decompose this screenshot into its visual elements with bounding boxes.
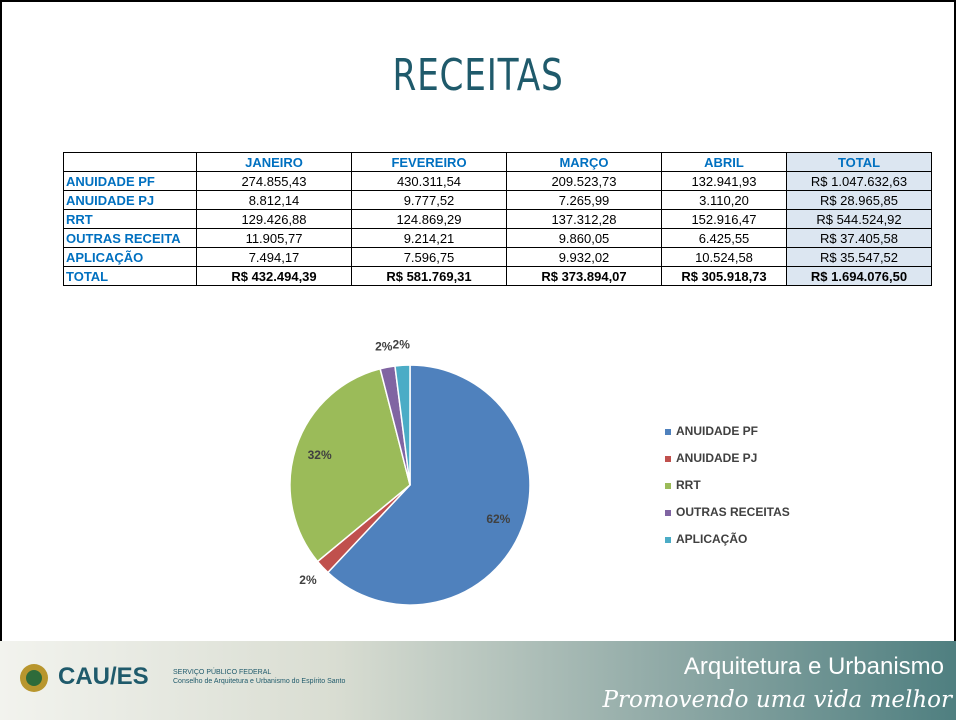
table-cell: 152.916,47 — [661, 209, 787, 229]
table-row: ANUIDADE PJ 8.812,14 9.777,52 7.265,99 3.110… — [63, 190, 932, 210]
data-label: 2% — [299, 573, 317, 587]
table-cell: 3.110,20 — [661, 190, 787, 210]
column-header: TOTAL — [786, 152, 932, 172]
corner-cell — [63, 152, 197, 172]
column-header: JANEIRO — [196, 152, 352, 172]
table-cell: R$ 37.405,58 — [786, 228, 932, 248]
legend-label: ANUIDADE PF — [676, 424, 758, 438]
table-cell: R$ 28.965,85 — [786, 190, 932, 210]
table-cell: R$ 432.494,39 — [196, 266, 352, 286]
table-cell: 7.494,17 — [196, 247, 352, 267]
table-row: APLICAÇÃO 7.494,17 7.596,75 9.932,02 10.524,… — [63, 247, 932, 267]
table-cell: 137.312,28 — [506, 209, 662, 229]
legend-label: RRT — [676, 478, 701, 492]
table-cell: 209.523,73 — [506, 171, 662, 191]
data-label: 2% — [393, 337, 411, 351]
data-label: 62% — [486, 512, 510, 526]
legend-label: OUTRAS RECEITAS — [676, 505, 790, 519]
row-label: ANUIDADE PF — [63, 171, 197, 191]
table-cell: 6.425,55 — [661, 228, 787, 248]
pie-slice — [394, 364, 411, 486]
table-cell: 9.214,21 — [351, 228, 507, 248]
row-label: APLICAÇÃO — [63, 247, 197, 267]
table-cell: 132.941,93 — [661, 171, 787, 191]
legend-label: APLICAÇÃO — [676, 531, 747, 546]
table-cell: 7.596,75 — [351, 247, 507, 267]
data-label: 2% — [375, 340, 393, 354]
legend-swatch — [665, 537, 671, 543]
table-cell: 8.812,14 — [196, 190, 352, 210]
legend-swatch — [665, 429, 671, 435]
logo-text: CAU/ES — [58, 663, 149, 690]
logo-emblem-inner — [26, 670, 42, 686]
table-cell: 9.932,02 — [506, 247, 662, 267]
data-label: 32% — [308, 448, 332, 462]
row-label: ANUIDADE PJ — [63, 190, 197, 210]
footer-line1: SERVIÇO PÚBLICO FEDERAL — [173, 669, 272, 676]
table-cell: 430.311,54 — [351, 171, 507, 191]
table-cell: 9.860,05 — [506, 228, 662, 248]
table-cell: R$ 1.047.632,63 — [786, 171, 932, 191]
table-cell: R$ 1.694.076,50 — [786, 266, 932, 286]
column-header: MARÇO — [506, 152, 662, 172]
table-row: RRT 129.426,88 124.869,29 137.312,28 152.916… — [63, 209, 932, 229]
row-label: TOTAL — [63, 266, 197, 286]
table-cell: R$ 581.769,31 — [351, 266, 507, 286]
table-cell: 11.905,77 — [196, 228, 352, 248]
table-cell: 129.426,88 — [196, 209, 352, 229]
legend-swatch — [665, 483, 671, 489]
pie-slice — [326, 364, 531, 606]
table-cell: 124.869,29 — [351, 209, 507, 229]
table-row: TOTAL R$ 432.494,39 R$ 581.769,31 R$ 373.89… — [63, 266, 932, 286]
slogan1: Arquitetura e Urbanismo — [683, 653, 944, 680]
header-row: JANEIRO FEVEREIRO MARÇO ABRIL TOTAL — [63, 152, 932, 172]
legend-label: ANUIDADE PJ — [676, 451, 757, 465]
title: RECEITAS — [392, 50, 564, 101]
footer-art — [20, 664, 48, 692]
column-header: ABRIL — [661, 152, 787, 172]
table-cell: R$ 373.894,07 — [506, 266, 662, 286]
table-cell: 7.265,99 — [506, 190, 662, 210]
table: JANEIRO FEVEREIRO MARÇO ABRIL TOTAL ANUIDADE … — [63, 152, 932, 286]
pie-slice — [289, 367, 411, 563]
table-cell: R$ 35.547,52 — [786, 247, 932, 267]
row-label: RRT — [63, 209, 197, 229]
table-row: ANUIDADE PF 274.855,43 430.311,54 209.523,7… — [63, 171, 932, 191]
table-cell: 10.524,58 — [661, 247, 787, 267]
table-cell: R$ 544.524,92 — [786, 209, 932, 229]
row-label: OUTRAS RECEITA — [63, 228, 197, 248]
table-cell: 274.855,43 — [196, 171, 352, 191]
footer: CAU/ES SERVIÇO PÚBLICO FEDERAL Conselho … — [0, 641, 956, 720]
legend-swatch — [665, 510, 671, 516]
column-header: FEVEREIRO — [351, 152, 507, 172]
table-cell: 9.777,52 — [351, 190, 507, 210]
slogan2: Promovendo uma vida melhor — [602, 687, 952, 713]
table-cell: R$ 305.918,73 — [661, 266, 787, 286]
footer-line2: Conselho de Arquitetura e Urbanismo do E… — [173, 678, 346, 685]
legend-swatch — [665, 456, 671, 462]
table-row: OUTRAS RECEITA 11.905,77 9.214,21 9.860,05 6… — [63, 228, 932, 248]
